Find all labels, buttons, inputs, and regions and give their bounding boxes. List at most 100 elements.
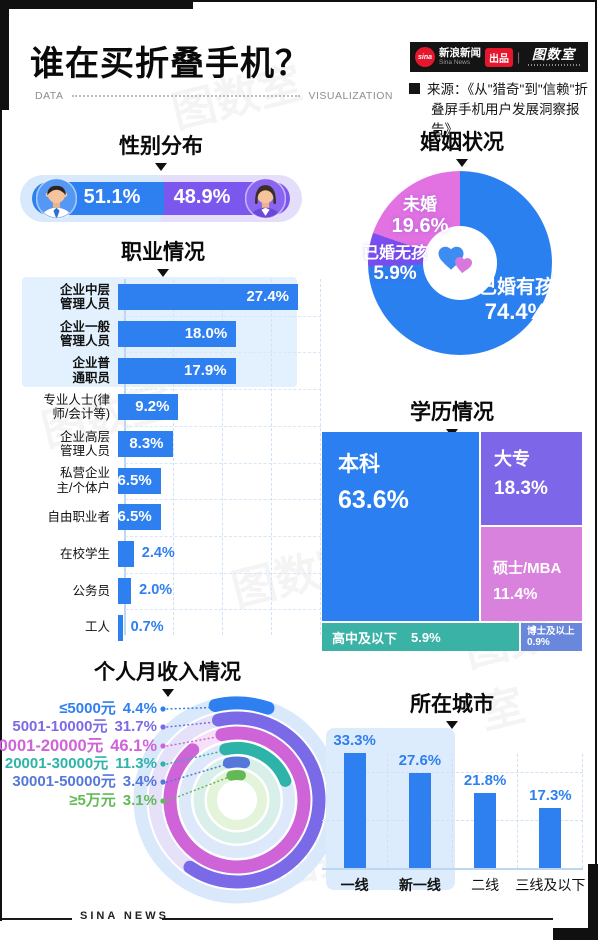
- city-category-label: 二线: [471, 877, 500, 893]
- studio-logo-text: 图数室: [531, 47, 576, 63]
- occupation-bar: [118, 577, 132, 604]
- city-plot: 33.3% 一线 27.6% 新一线 21.8% 二线 17.3% 三线及以下: [318, 726, 586, 896]
- occupation-bar: 6.5%: [117, 467, 161, 494]
- occupation-value-label: 8.3%: [129, 435, 164, 453]
- data-label: DATA: [35, 90, 64, 102]
- gender-bar-chart: 51.1% 48.9%: [20, 175, 302, 222]
- gridline: [271, 279, 272, 635]
- occupation-bar-track: 0.7%: [118, 614, 304, 641]
- gridline: [387, 754, 388, 868]
- gridline: [125, 572, 321, 574]
- occupation-row: 专业人士(律 师/会计等) 9.2%: [22, 389, 304, 426]
- section-title-occupation: 职业情况: [22, 236, 304, 277]
- occupation-bar: 18.0%: [118, 321, 237, 348]
- frame-corner-top-left: [0, 0, 193, 9]
- sina-logo-icon: sina: [415, 47, 435, 67]
- sina-name-block: 新浪新闻 Sina News: [439, 48, 481, 66]
- occupation-category-label: 工人: [84, 620, 110, 635]
- source-line-2: 叠屏手机用户发展洞察报告》: [431, 102, 580, 137]
- city-category-label: 新一线: [398, 877, 441, 893]
- treemap-cell-phd: 博士及以上 0.9%: [521, 623, 582, 651]
- data-visualization-rule: DATA VISUALIZATION: [35, 90, 393, 102]
- gridline: [517, 754, 518, 868]
- source-line-1: 来源：《从"猎奇"到"信赖"折: [427, 82, 588, 97]
- footer-rule-right: [162, 918, 553, 920]
- gridline: [222, 279, 223, 635]
- occupation-value-label: 2.4%: [141, 545, 175, 562]
- occupation-bar: 8.3%: [118, 431, 173, 458]
- income-radial-chart: ≤5000元 4.4% 5001-10000元 31.7% 10001-20000元 46…: [0, 690, 355, 915]
- frame-corner-top-left-vertical: [0, 0, 9, 110]
- occupation-category-label: 企业高层 管理人员: [59, 429, 110, 459]
- frame-border-top: [193, 0, 597, 2]
- sina-name-en: Sina News: [439, 58, 471, 66]
- city-bar: [474, 792, 497, 868]
- city-bar: [539, 808, 562, 868]
- dotted-rule: [72, 95, 300, 97]
- occupation-bar-track: 17.9%: [118, 357, 304, 384]
- occupation-bar: 27.4%: [118, 284, 299, 311]
- occupation-value-label: 6.5%: [117, 508, 152, 526]
- occupation-category-label: 在校学生: [59, 546, 110, 561]
- occupation-value-label: 6.5%: [117, 471, 152, 489]
- occupation-value-label: 18.0%: [184, 325, 228, 343]
- section-title-education: 学历情况: [322, 396, 582, 437]
- slice-label-married-no-kids: 已婚无孩 5.9%: [362, 245, 427, 285]
- occupation-bar-track: 27.4%: [118, 284, 304, 311]
- occupation-bar: 17.9%: [118, 357, 236, 384]
- section-title-income: 个人月收入情况: [15, 656, 320, 697]
- occupation-row: 工人 0.7%: [22, 609, 304, 646]
- treemap-cell-master: 硕士/MBA 11.4%: [481, 527, 582, 621]
- education-treemap: 本科 63.6% 大专 18.3% 硕士/MBA 11.4% 高中及以下 5.9…: [322, 432, 582, 651]
- frame-corner-bottom-right-vertical: [588, 864, 598, 940]
- occupation-bar-track: 8.3%: [118, 431, 304, 458]
- occupation-row: 企业中层 管理人员 27.4%: [22, 279, 304, 316]
- occupation-value-label: 17.9%: [184, 361, 227, 379]
- occupation-category-label: 私营企业 主/个体户: [56, 466, 110, 495]
- treemap-cell-college: 大专 18.3%: [481, 432, 582, 525]
- occupation-bar: 9.2%: [118, 394, 179, 421]
- source-bullet-icon: [409, 83, 420, 94]
- treemap-cell-bachelor: 本科 63.6%: [322, 432, 479, 621]
- occupation-bar-chart: 企业中层 管理人员 27.4% 企业一般 管理人员 18.0% 企业普 通职员 17.9%…: [22, 275, 321, 646]
- occupation-row: 企业普 通职员 17.9%: [22, 352, 304, 389]
- sina-name-cn: 新浪新闻: [439, 47, 481, 59]
- city-percent-label: 21.8%: [463, 771, 507, 789]
- occupation-category-label: 自由职业者: [47, 510, 110, 525]
- gridline: [125, 499, 321, 501]
- occupation-bar-track: 6.5%: [117, 467, 304, 494]
- gridline: [125, 462, 321, 464]
- hearts-icon: [434, 241, 480, 288]
- occupation-value-label: 2.0%: [139, 581, 173, 598]
- source-note: 来源：《从"猎奇"到"信赖"折 叠屏手机用户发展洞察报告》: [409, 80, 591, 140]
- city-percent-label: 17.3%: [529, 787, 572, 805]
- section-title-marital: 婚姻状况: [352, 126, 572, 167]
- section-title-city: 所在城市: [318, 688, 586, 729]
- page-title: 谁在买折叠手机？: [30, 45, 310, 83]
- occupation-rows: 企业中层 管理人员 27.4% 企业一般 管理人员 18.0% 企业普 通职员 17.9%…: [22, 279, 304, 646]
- gridline: [125, 425, 321, 427]
- footer-rule-left: [2, 918, 72, 920]
- footer-brand: SINA NEWS: [80, 910, 169, 922]
- gridline: [582, 754, 583, 868]
- occupation-row: 企业一般 管理人员 18.0%: [22, 316, 304, 353]
- occupation-category-label: 专业人士(律 师/会计等): [43, 392, 110, 422]
- occupation-bar-track: 2.0%: [118, 577, 304, 604]
- occupation-category-label: 企业一般 管理人员: [59, 319, 110, 349]
- city-bar: [343, 753, 366, 868]
- occupation-value-label: 0.7%: [130, 618, 164, 635]
- slice-label-married-with-kids: 已婚有孩 74.4%: [477, 277, 554, 324]
- triangle-down-icon: [456, 159, 468, 167]
- city-baseline: [322, 868, 583, 870]
- gridline: [125, 535, 321, 537]
- treemap-cell-highschool: 高中及以下 5.9%: [322, 623, 519, 651]
- triangle-down-icon: [157, 269, 169, 277]
- triangle-down-icon: [161, 689, 174, 697]
- occupation-bar: [118, 614, 123, 641]
- occupation-bar-track: 18.0%: [118, 321, 304, 348]
- slice-label-unmarried: 未婚 19.6%: [391, 195, 449, 237]
- occupation-row: 在校学生 2.4%: [22, 536, 304, 573]
- frame-corner-bottom-right: [553, 928, 598, 940]
- occupation-bar: 6.5%: [117, 504, 161, 531]
